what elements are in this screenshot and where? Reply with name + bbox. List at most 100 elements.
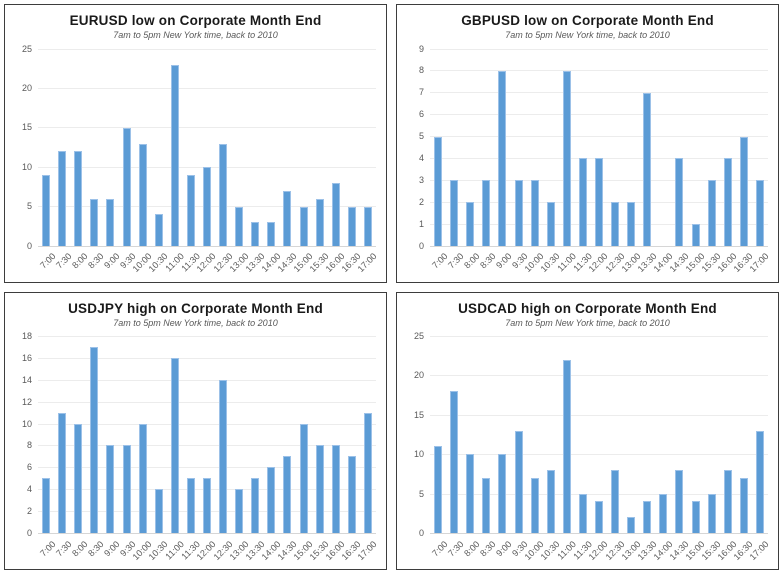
bar <box>283 456 292 533</box>
x-axis-line <box>430 533 768 534</box>
x-axis-tick-label: 9:00 <box>102 251 122 271</box>
bar <box>466 201 475 246</box>
y-axis-tick-label: 25 <box>413 331 424 341</box>
gridline <box>38 127 376 129</box>
bar <box>251 221 260 246</box>
gridline <box>430 375 768 377</box>
bar <box>58 413 67 533</box>
chart-panel-eurusd: EURUSD low on Corporate Month End 7am to… <box>4 4 387 283</box>
bar <box>562 360 571 533</box>
chart-subtitle: 7am to 5pm New York time, back to 2010 <box>505 317 670 328</box>
chart-subtitle: 7am to 5pm New York time, back to 2010 <box>113 317 278 328</box>
x-axis-tick-label: 8:30 <box>477 251 498 271</box>
bar <box>691 223 700 246</box>
y-axis-tick-label: 5 <box>26 201 32 212</box>
bar <box>42 478 51 533</box>
plot-area: 0 5 10 15 20 25 7:00 7:30 8:00 8:30 9:00 9:30 10:00 1… <box>22 44 379 274</box>
bar <box>299 206 308 246</box>
gridline <box>430 454 768 456</box>
y-axis-tick-label: 0 <box>26 240 32 251</box>
bar <box>267 221 276 246</box>
x-axis-tick-label: 8:30 <box>85 251 106 271</box>
y-axis-tick-label: 12 <box>21 396 32 407</box>
gridline <box>38 87 376 89</box>
x-axis-tick-label: 8:30 <box>85 538 106 558</box>
bar <box>154 489 163 533</box>
gridline <box>430 48 768 50</box>
bar <box>363 413 372 533</box>
x-axis-tick-label: 7:30 <box>445 251 466 271</box>
chart-title: USDJPY high on Corporate Month End <box>68 300 323 316</box>
y-axis-tick-label: 0 <box>418 240 424 251</box>
y-axis-tick-label: 1 <box>418 218 424 229</box>
y-axis-tick-label: 0 <box>26 528 32 538</box>
y-axis-tick-label: 7 <box>418 87 424 98</box>
y-axis-tick-label: 15 <box>21 122 32 133</box>
gridline <box>38 467 376 469</box>
y-axis-tick-label: 2 <box>26 506 32 517</box>
y-axis-tick-label: 5 <box>418 488 424 499</box>
bar <box>691 501 700 533</box>
gridline <box>430 136 768 138</box>
x-axis-line <box>38 533 376 534</box>
bar <box>267 467 276 533</box>
chart-title: EURUSD low on Corporate Month End <box>69 13 322 28</box>
y-axis-tick-label: 16 <box>21 352 32 363</box>
y-axis-tick-label: 25 <box>21 43 32 54</box>
bar <box>707 494 716 533</box>
bar <box>434 446 443 533</box>
x-axis-line <box>430 245 768 247</box>
bar <box>203 478 211 533</box>
bar <box>755 179 764 246</box>
bar <box>138 143 147 246</box>
bar <box>723 157 732 246</box>
bar <box>170 64 179 246</box>
bar <box>186 478 195 533</box>
chart-panel-gbpusd: GBPUSD low on Corporate Month End 7am to… <box>396 4 779 283</box>
bar <box>154 213 163 246</box>
gridline <box>430 414 768 416</box>
y-axis-tick-label: 8 <box>418 65 424 76</box>
bar <box>315 445 324 533</box>
y-axis-tick-label: 20 <box>21 82 32 93</box>
plot-area: 0 5 10 15 20 25 7:00 7:30 8:00 8:30 9:00 9:30 10:00 1… <box>414 332 771 562</box>
bar <box>627 201 636 246</box>
bar <box>627 517 636 533</box>
x-axis-tick-label: 8:00 <box>461 251 482 271</box>
bar <box>498 454 507 533</box>
bar <box>611 470 620 533</box>
gridline <box>430 493 768 495</box>
bar <box>611 201 620 246</box>
chart-title: GBPUSD low on Corporate Month End <box>461 13 714 28</box>
bar <box>331 445 340 533</box>
bar <box>530 179 539 246</box>
bar <box>595 501 603 533</box>
gridline <box>38 423 376 425</box>
y-axis-tick-label: 8 <box>26 440 32 451</box>
gridline <box>430 70 768 72</box>
gridline <box>430 336 768 337</box>
chart-panel-usdjpy: USDJPY high on Corporate Month End 7am t… <box>4 291 387 570</box>
bar <box>739 478 748 533</box>
y-axis-tick-label: 20 <box>413 370 424 381</box>
gridline <box>430 114 768 116</box>
y-axis-tick-label: 14 <box>21 374 32 385</box>
bar <box>347 206 356 246</box>
y-axis-tick-label: 18 <box>21 331 32 341</box>
bar <box>122 127 131 246</box>
x-axis-tick-label: 9:00 <box>494 251 514 271</box>
bar <box>466 454 475 533</box>
bar <box>106 445 115 533</box>
x-axis-tick-label: 7:00 <box>429 538 450 558</box>
bar <box>283 190 292 246</box>
chart-subtitle: 7am to 5pm New York time, back to 2010 <box>505 30 670 40</box>
plot-area: 0 1 2 3 4 5 6 7 8 9 7:00 7:30 8:00 8:30 9:00 9:30 10:00 1… <box>419 44 771 274</box>
bar <box>138 424 147 533</box>
x-axis-tick-label: 7:00 <box>37 251 58 271</box>
chart-panel-usdcad: USDCAD high on Corporate Month End 7am t… <box>396 291 779 570</box>
x-axis-tick-label: 8:30 <box>477 538 498 558</box>
bar <box>643 92 652 246</box>
y-axis-tick-label: 2 <box>418 196 424 207</box>
x-axis-tick-label: 9:00 <box>102 538 122 558</box>
bar <box>315 198 324 246</box>
